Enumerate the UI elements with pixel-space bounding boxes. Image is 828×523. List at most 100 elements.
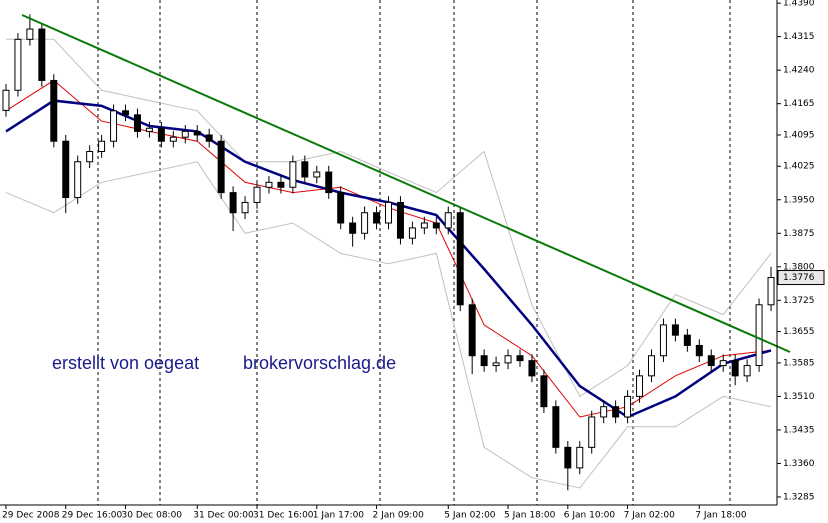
plot	[2, 14, 775, 491]
x-tick-label: 1 Jan 17:00	[313, 511, 365, 521]
candle-body	[480, 355, 488, 367]
candle-body	[683, 334, 691, 346]
candle-body	[564, 446, 572, 469]
y-tick-label: 1.3950	[783, 195, 815, 205]
candle-body	[373, 212, 381, 224]
candle-body	[361, 212, 369, 234]
x-tick-label: 30 Dec 08:00	[122, 511, 183, 521]
candle-body	[420, 222, 428, 229]
candle-body	[2, 89, 10, 111]
candle-body	[695, 344, 703, 357]
candle-body	[707, 355, 715, 367]
x-tick-label: 31 Dec 00:00	[193, 511, 254, 521]
candle-body	[205, 134, 213, 142]
candle-body	[552, 406, 560, 448]
candle-body	[743, 365, 751, 377]
candle-body	[576, 446, 584, 469]
x-tick-label: 7 Jan 02:00	[624, 511, 676, 521]
y-tick-label: 1.3875	[783, 229, 815, 239]
y-tick-label: 1.4165	[783, 99, 815, 109]
x-tick-label: 31 Dec 16:00	[253, 511, 314, 521]
candle-body	[456, 212, 464, 306]
candle-body	[325, 171, 333, 194]
y-tick-label: 1.3585	[783, 358, 815, 368]
session-separators	[97, 0, 731, 505]
candle-body	[636, 375, 644, 397]
candle-body	[193, 130, 201, 136]
candle-body	[229, 192, 237, 214]
annotation: brokervorschlag.de	[243, 353, 396, 373]
y-tick-label: 1.4315	[783, 32, 815, 42]
y-tick-label: 1.4025	[783, 162, 815, 172]
y-tick-label: 1.4240	[783, 66, 815, 76]
candle-body	[516, 355, 524, 362]
candle-body	[74, 161, 82, 199]
indicator-line	[6, 38, 772, 398]
candle-body	[181, 130, 189, 138]
candle-body	[408, 227, 416, 239]
candle-body	[396, 201, 404, 239]
y-tick-label: 1.4095	[783, 130, 815, 140]
candle-body	[540, 375, 548, 408]
x-tick-label: 5 Jan 18:00	[504, 511, 556, 521]
candle-body	[301, 161, 309, 178]
candle-body	[133, 114, 141, 132]
candle-body	[157, 127, 165, 142]
candle-body	[50, 79, 58, 142]
x-tick-label: 5 Jan 02:00	[444, 511, 496, 521]
y-tick-label: 1.3800	[783, 262, 815, 272]
annotation: erstellt von oegeat	[52, 353, 199, 373]
candle-body	[671, 324, 679, 336]
x-tick-label: 7 Jan 18:00	[695, 511, 747, 521]
candle-body	[38, 28, 46, 81]
candle-body	[659, 324, 667, 357]
current-price-label: 1.3776	[783, 273, 815, 283]
candle-body	[62, 140, 70, 199]
candle-body	[492, 362, 500, 367]
candle-body	[217, 140, 225, 194]
candle-body	[26, 28, 34, 40]
candle-body	[468, 304, 476, 357]
y-tick-label: 1.3510	[783, 392, 815, 402]
x-tick-label: 6 Jan 10:00	[564, 511, 616, 521]
candle-body	[169, 136, 177, 142]
candle-body	[624, 395, 632, 418]
candle-body	[122, 110, 130, 116]
candle-body	[719, 360, 727, 367]
candle-body	[337, 192, 345, 224]
candle-body	[241, 201, 249, 214]
indicator-line	[5, 161, 772, 489]
x-tick-label: 29 Dec 16:00	[62, 511, 123, 521]
candle-body	[289, 161, 297, 188]
candle-body	[504, 355, 512, 364]
y-tick-label: 1.3435	[783, 425, 815, 435]
x-tick-label: 29 Dec 2008	[2, 511, 60, 521]
candle-body	[731, 360, 739, 377]
current-price-box	[777, 270, 825, 286]
candle-body	[612, 406, 620, 418]
x-tick-label: 2 Jan 09:00	[373, 511, 425, 521]
trend-line	[21, 14, 791, 353]
candle-body	[313, 171, 321, 178]
candle-body	[755, 304, 763, 367]
candle-body	[349, 222, 357, 234]
y-tick-label: 1.3360	[783, 459, 815, 469]
candle-body	[528, 360, 536, 377]
candle-body	[86, 151, 94, 163]
y-tick-label: 1.3285	[783, 492, 815, 502]
candle-body	[647, 355, 655, 377]
candle-body	[265, 181, 273, 188]
y-tick-label: 1.4390	[783, 0, 815, 9]
candle-body	[98, 140, 106, 152]
candle-body	[253, 186, 261, 203]
candle-body	[432, 222, 440, 229]
candle-body	[277, 181, 285, 188]
candle-body	[145, 127, 153, 132]
y-tick-label: 1.3725	[783, 296, 815, 306]
candle-body	[600, 406, 608, 418]
y-tick-label: 1.3655	[783, 327, 815, 337]
candle-body	[588, 416, 596, 448]
candle-body	[110, 110, 118, 142]
